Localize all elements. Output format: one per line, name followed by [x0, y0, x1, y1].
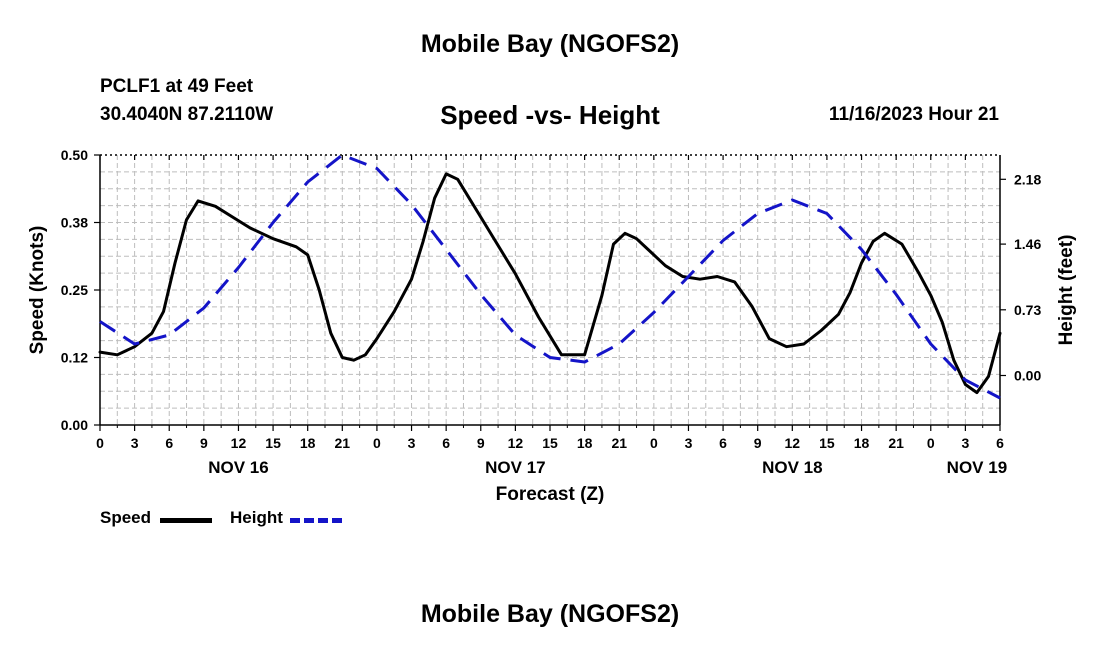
y2-tick-label: 0.73 [1014, 302, 1041, 318]
legend-speed-swatch [160, 518, 212, 523]
speed-height-chart: 0 3 6 9 12 15 18 21 0 3 6 9 12 15 18 21 0 3 6 9 12 15 18 21 0 3 6 N… [27, 147, 1077, 505]
x-tick-label: 12 [508, 435, 524, 451]
date-label: NOV 17 [485, 458, 545, 477]
chart-title: Speed -vs- Height [440, 100, 660, 130]
station-name: PCLF1 at 49 Feet [100, 76, 254, 97]
main-title: Mobile Bay (NGOFS2) [420, 30, 680, 58]
y-tick-label: 0.25 [61, 282, 88, 298]
x-tick-label: 3 [685, 435, 693, 451]
y-tick-label: 0.38 [61, 215, 88, 231]
x-tick-label: 18 [300, 435, 316, 451]
y2-axis-label: Height (feet) [1056, 235, 1077, 346]
date-label: NOV 19 [947, 458, 1007, 477]
x-tick-label: 12 [231, 435, 247, 451]
y2-tick-label: 0.00 [1014, 368, 1041, 384]
y-tick-label: 0.50 [61, 147, 88, 163]
x-tick-label: 9 [477, 435, 485, 451]
x-tick-label: 6 [719, 435, 727, 451]
x-tick-label: 18 [854, 435, 870, 451]
series-line-speed [98, 172, 1002, 395]
x-tick-label: 21 [888, 435, 904, 451]
x-tick-label: 6 [165, 435, 173, 451]
x-tick-label: 0 [650, 435, 658, 451]
series-line-height [99, 153, 1001, 400]
station-coordinates: 30.4040N 87.2110W [100, 104, 274, 125]
date-label: NOV 18 [762, 458, 822, 477]
x-tick-label: 15 [265, 435, 281, 451]
x-axis-label: Forecast (Z) [496, 484, 605, 505]
legend-speed-label: Speed [100, 508, 152, 527]
x-tick-label: 3 [961, 435, 969, 451]
x-tick-label: 15 [819, 435, 835, 451]
y2-tick-label: 2.18 [1014, 171, 1041, 187]
y-tick-label: 0.00 [61, 417, 88, 433]
y2-tick-label: 1.46 [1014, 236, 1041, 252]
x-tick-label: 21 [335, 435, 351, 451]
x-tick-label: 9 [754, 435, 762, 451]
x-tick-label: 0 [373, 435, 381, 451]
x-tick-label: 15 [542, 435, 558, 451]
legend-height-swatch [290, 518, 342, 523]
legend-height-label: Height [230, 508, 283, 527]
x-tick-label: 0 [96, 435, 104, 451]
forecast-datetime: 11/16/2023 Hour 21 [828, 104, 999, 125]
date-label: NOV 16 [208, 458, 268, 477]
x-tick-label: 9 [200, 435, 208, 451]
x-tick-label: 21 [611, 435, 627, 451]
x-tick-label: 6 [996, 435, 1004, 451]
y-tick-label: 0.12 [61, 350, 88, 366]
x-tick-label: 0 [927, 435, 935, 451]
x-tick-label: 18 [577, 435, 593, 451]
y-axis-label: Speed (Knots) [27, 226, 48, 355]
x-tick-label: 3 [131, 435, 139, 451]
x-tick-label: 3 [408, 435, 416, 451]
footer-title: Mobile Bay (NGOFS2) [420, 600, 680, 628]
x-tick-label: 12 [785, 435, 801, 451]
x-tick-label: 6 [442, 435, 450, 451]
